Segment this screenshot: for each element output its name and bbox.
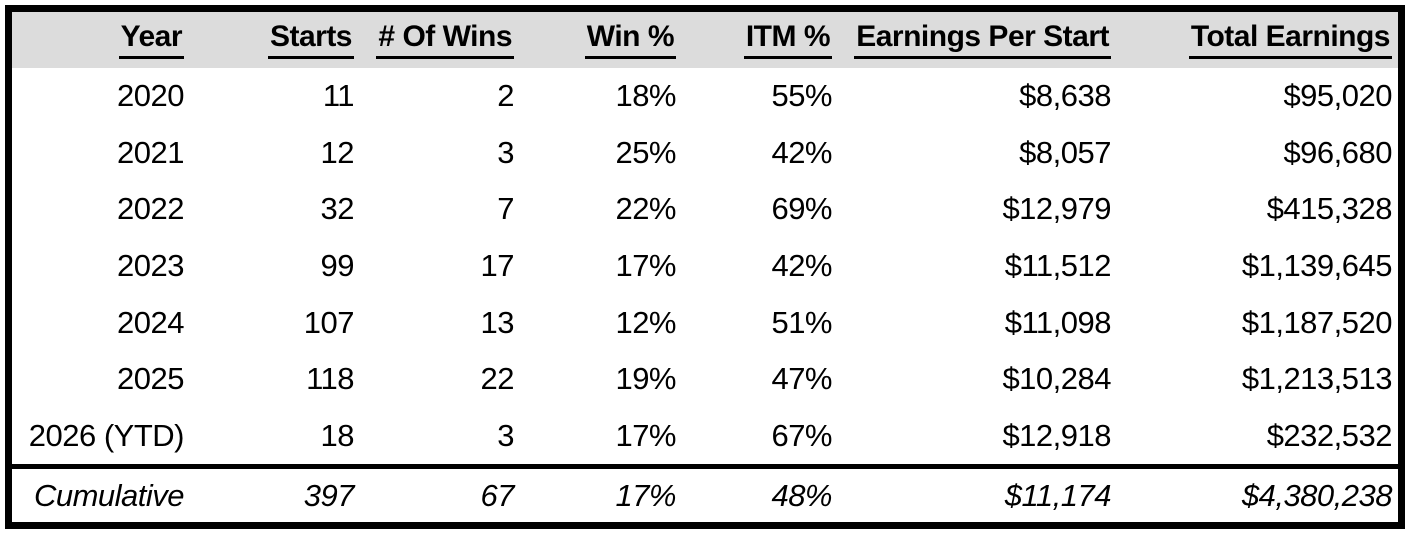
- summary-cell-earnings-per-start: $11,174: [1004, 477, 1112, 513]
- cell-win-pct: 18%: [615, 78, 676, 114]
- table-row-2026 (YTD): 2026 (YTD) 18 3 17% 67% $12,918 $232,532: [12, 407, 1398, 464]
- header-cell-starts: Starts: [190, 12, 360, 68]
- cell-win-pct: 17%: [615, 417, 676, 453]
- cell-total-earnings: $1,139,645: [1241, 248, 1393, 284]
- cell-win-pct: 12%: [615, 304, 676, 340]
- cell-itm-pct: 42%: [771, 248, 832, 284]
- column-header-num-of-wins: # Of Wins: [376, 21, 514, 60]
- header-cell-itm-pct: ITM %: [682, 12, 838, 68]
- table-row-2024: 2024 107 13 12% 51% $11,098 $1,187,520: [12, 294, 1398, 351]
- column-header-earnings-per-start: Earnings Per Start: [854, 21, 1111, 60]
- summary-row: Cumulative 397 67 17% 48% $11,174 $4,380,238: [12, 464, 1398, 522]
- cell-starts: 118: [306, 361, 354, 397]
- cell-total-earnings: $1,213,513: [1241, 361, 1393, 397]
- summary-cell-total-earnings: $4,380,238: [1241, 477, 1393, 513]
- cell-win-pct: 25%: [615, 134, 676, 170]
- column-header-starts: Starts: [267, 21, 354, 60]
- cell-win-pct: 19%: [615, 361, 676, 397]
- cell-year: 2024: [117, 304, 184, 340]
- header-cell-total-earnings: Total Earnings: [1117, 12, 1398, 68]
- table-row-2021: 2021 12 3 25% 42% $8,057 $96,680: [12, 125, 1398, 182]
- cell-year: 2025: [117, 361, 184, 397]
- summary-cell-year: Cumulative: [33, 477, 185, 513]
- cell-num-of-wins: 3: [497, 417, 514, 453]
- cell-earnings-per-start: $12,979: [1002, 191, 1111, 227]
- cell-earnings-per-start: $8,057: [1019, 134, 1111, 170]
- header-cell-num-of-wins: # Of Wins: [360, 12, 520, 68]
- cell-starts: 32: [320, 191, 355, 227]
- header-row: Year Starts # Of Wins Win % ITM % Earnings Pe…: [12, 12, 1398, 68]
- cell-earnings-per-start: $8,638: [1019, 78, 1111, 114]
- cell-total-earnings: $95,020: [1283, 78, 1392, 114]
- cell-itm-pct: 42%: [771, 134, 832, 170]
- column-header-total-earnings: Total Earnings: [1188, 21, 1392, 60]
- table-row-2025: 2025 118 22 19% 47% $10,284 $1,213,513: [12, 351, 1398, 408]
- cell-win-pct: 17%: [615, 248, 676, 284]
- table-body: 2020 11 2 18% 55% $8,638 $95,020 2021 12 3 25% 42% $…: [12, 68, 1398, 464]
- cell-win-pct: 22%: [615, 191, 676, 227]
- cell-num-of-wins: 17: [480, 248, 515, 284]
- cell-itm-pct: 51%: [771, 304, 832, 340]
- cell-starts: 99: [320, 248, 355, 284]
- header-cell-earnings-per-start: Earnings Per Start: [838, 12, 1117, 68]
- cell-earnings-per-start: $11,098: [1004, 304, 1112, 340]
- cell-total-earnings: $232,532: [1266, 417, 1393, 453]
- cell-total-earnings: $96,680: [1283, 134, 1392, 170]
- column-header-win-pct: Win %: [584, 21, 676, 60]
- cell-num-of-wins: 3: [497, 134, 514, 170]
- cell-year: 2020: [117, 78, 184, 114]
- stats-table: Year Starts # Of Wins Win % ITM % Earnings Pe…: [5, 5, 1405, 529]
- cell-starts: 12: [320, 134, 355, 170]
- header-cell-win-pct: Win %: [520, 12, 682, 68]
- summary-cell-itm-pct: 48%: [771, 477, 832, 513]
- cell-total-earnings: $415,328: [1266, 191, 1393, 227]
- cell-year: 2021: [117, 134, 184, 170]
- cell-earnings-per-start: $12,918: [1002, 417, 1111, 453]
- cell-earnings-per-start: $10,284: [1002, 361, 1111, 397]
- cell-year: 2023: [117, 248, 184, 284]
- column-header-year: Year: [118, 21, 184, 60]
- summary-cell-starts: 397: [303, 477, 355, 513]
- header-cell-year: Year: [12, 12, 190, 68]
- cell-year: 2026 (YTD): [28, 417, 185, 453]
- column-header-itm-pct: ITM %: [743, 21, 832, 60]
- cell-itm-pct: 47%: [771, 361, 832, 397]
- cell-num-of-wins: 13: [480, 304, 515, 340]
- summary-cell-win-pct: 17%: [615, 477, 676, 513]
- cell-num-of-wins: 22: [480, 361, 515, 397]
- table-row-2020: 2020 11 2 18% 55% $8,638 $95,020: [12, 68, 1398, 125]
- cell-itm-pct: 67%: [771, 417, 832, 453]
- cell-itm-pct: 55%: [771, 78, 832, 114]
- cell-starts: 18: [320, 417, 355, 453]
- cell-itm-pct: 69%: [771, 191, 832, 227]
- cell-num-of-wins: 7: [497, 191, 514, 227]
- table-row-2023: 2023 99 17 17% 42% $11,512 $1,139,645: [12, 238, 1398, 295]
- cell-total-earnings: $1,187,520: [1241, 304, 1393, 340]
- cell-starts: 11: [322, 78, 355, 114]
- cell-starts: 107: [303, 304, 355, 340]
- cell-year: 2022: [117, 191, 184, 227]
- cell-earnings-per-start: $11,512: [1004, 248, 1112, 284]
- table-row-2022: 2022 32 7 22% 69% $12,979 $415,328: [12, 181, 1398, 238]
- cell-num-of-wins: 2: [497, 78, 514, 114]
- summary-cell-num-of-wins: 67: [480, 477, 515, 513]
